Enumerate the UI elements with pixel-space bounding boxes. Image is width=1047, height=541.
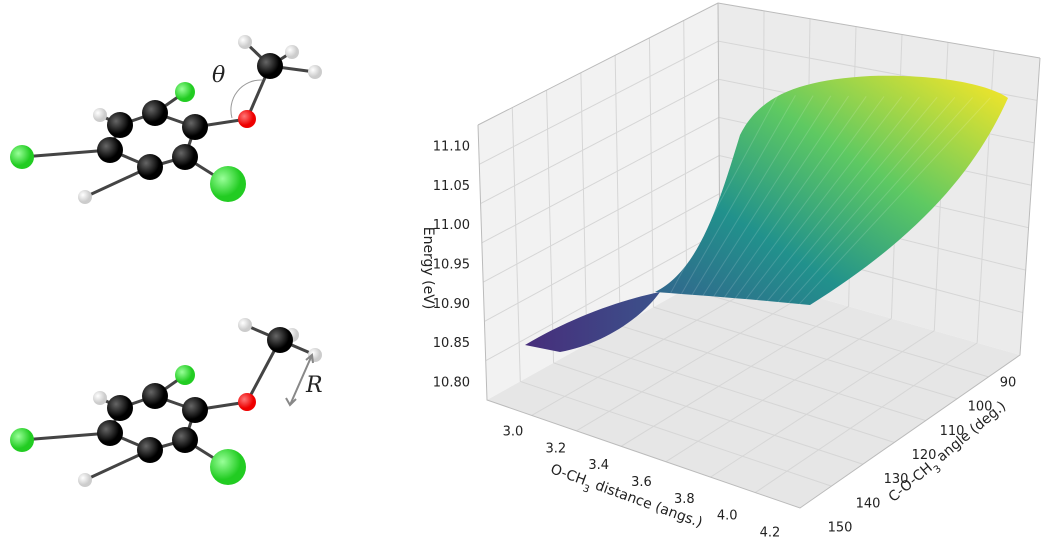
theta-label: θ xyxy=(212,63,225,88)
tick-label: 3.2 xyxy=(545,441,566,456)
tick-label: 150 xyxy=(828,521,853,536)
z-axis-title: Energy (eV) xyxy=(420,227,436,310)
h-atom xyxy=(238,35,252,49)
tick-label: 3.6 xyxy=(631,475,652,490)
c-atom xyxy=(142,100,168,126)
f-atom xyxy=(175,82,195,102)
c-atom xyxy=(172,427,198,453)
c-atom xyxy=(267,327,293,353)
h-atom xyxy=(78,190,92,204)
x-axis-title-part: O-CH xyxy=(548,461,588,489)
c-atom xyxy=(257,53,283,79)
c-atom xyxy=(182,114,208,140)
cl-atom xyxy=(10,145,34,169)
tick-label: 11.10 xyxy=(433,140,470,155)
h-atom xyxy=(308,65,322,79)
f-atom xyxy=(175,365,195,385)
c-atom xyxy=(182,397,208,423)
tick-label: 10.90 xyxy=(433,297,470,312)
tick-label: 3.8 xyxy=(674,492,695,507)
h-atom xyxy=(238,318,252,332)
c-atom xyxy=(137,154,163,180)
h-atom xyxy=(93,391,107,405)
c-atom xyxy=(107,112,133,138)
cl-atom xyxy=(10,428,34,452)
tick-label: 140 xyxy=(856,496,881,511)
molecule-diagrams: θR xyxy=(10,35,323,487)
tick-label: 90 xyxy=(1000,376,1017,391)
bond xyxy=(22,150,110,157)
c-atom xyxy=(107,395,133,421)
tick-label: 10.85 xyxy=(433,336,470,351)
c-atom xyxy=(137,437,163,463)
cl-atom xyxy=(210,166,246,202)
h-atom xyxy=(285,45,299,59)
tick-label: 11.05 xyxy=(433,179,470,194)
r-label: R xyxy=(305,373,323,398)
tick-label: 11.00 xyxy=(433,218,470,233)
tick-label: 4.0 xyxy=(717,509,738,524)
o-atom xyxy=(238,393,256,411)
tick-label: 4.2 xyxy=(760,526,781,541)
bond xyxy=(22,433,110,440)
tick-label: 10.80 xyxy=(433,376,470,391)
h-atom xyxy=(78,473,92,487)
c-atom xyxy=(172,144,198,170)
tick-label: 3.4 xyxy=(588,458,609,473)
figure: θR 10.8010.8510.9010.9511.0011.0511.103.… xyxy=(0,0,1047,541)
o-atom xyxy=(238,110,256,128)
c-atom xyxy=(142,383,168,409)
h-atom xyxy=(93,108,107,122)
c-atom xyxy=(97,137,123,163)
tick-label: 3.0 xyxy=(503,425,524,440)
tick-label: 10.95 xyxy=(433,258,470,273)
c-atom xyxy=(97,420,123,446)
cl-atom xyxy=(210,449,246,485)
